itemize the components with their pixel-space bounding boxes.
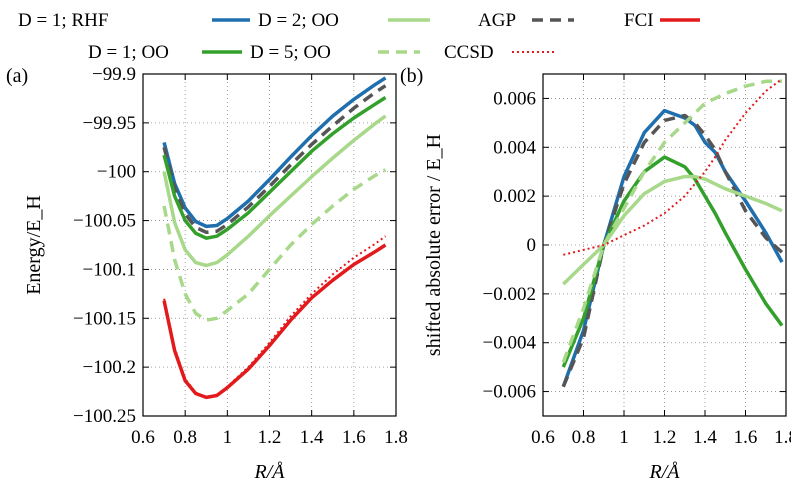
x-tick-label: 0.6: [531, 427, 555, 448]
y-tick-label: −100.05: [73, 211, 136, 232]
x-tick-label: 0.6: [131, 427, 155, 448]
y-tick-label: −0.002: [483, 284, 536, 305]
x-tick-label: 1.2: [258, 427, 282, 448]
x-tick-label: 0.8: [572, 427, 596, 448]
error-panel: 0.6 0.8 1 1.2 1.4 1.6 1.8 0.006 0.004 0.002 0 −0.00…: [423, 73, 791, 483]
y-axis-label: shifted absolute error / E_H: [423, 134, 445, 356]
x-tick-label: 1.6: [342, 427, 366, 448]
series-line: [162, 168, 387, 322]
y-axis-label: Energy/E_H: [23, 195, 45, 295]
energy-panel: 0.6 0.8 1 1.2 1.4 1.6 1.8 −99.9 −99.95 −100 −100.0…: [23, 64, 408, 483]
x-axis-label: R/Å: [254, 461, 286, 483]
y-tick-label: −99.9: [92, 64, 136, 85]
series-line: [163, 235, 387, 399]
legend-label: D = 1; OO: [88, 42, 169, 63]
legend-label: D = 2; OO: [258, 10, 339, 31]
legend: D = 1; RHF D = 2; OO AGP FCI D = 1; OO D = 5;…: [18, 10, 700, 63]
y-tick-label: −0.006: [483, 382, 536, 403]
x-tick-label: 1.8: [774, 427, 791, 448]
x-tick-label: 1: [619, 427, 629, 448]
y-tick-label: 0.004: [493, 137, 536, 158]
series-line: [561, 79, 782, 363]
y-tick-label: −100.25: [73, 406, 136, 427]
series-line: [162, 114, 387, 268]
series-line: [162, 84, 387, 235]
panel-label-b: (b): [400, 65, 423, 87]
y-tick-label: 0.002: [493, 186, 536, 207]
y-tick-label: 0.006: [493, 88, 536, 109]
legend-label: D = 5; OO: [250, 42, 331, 63]
x-tick-label: 0.8: [173, 427, 197, 448]
x-tick-label: 1.8: [384, 427, 408, 448]
y-tick-label: −99.95: [83, 113, 136, 134]
series-line: [162, 243, 387, 400]
x-tick-label: 1.2: [653, 427, 677, 448]
x-tick-label: 1: [223, 427, 233, 448]
panel-label-a: (a): [6, 65, 28, 87]
series-line: [561, 108, 784, 388]
y-tick-label: −100.1: [83, 259, 136, 280]
y-tick-label: −100.2: [83, 357, 136, 378]
series-line: [162, 76, 387, 229]
legend-label: D = 1; RHF: [18, 10, 108, 31]
x-tick-label: 1.6: [734, 427, 758, 448]
y-tick-label: 0: [527, 235, 537, 256]
x-tick-label: 1.4: [693, 427, 717, 448]
x-tick-label: 1.4: [300, 427, 324, 448]
y-tick-label: −0.004: [483, 333, 537, 354]
x-axis-label: R/Å: [649, 461, 681, 483]
legend-label: CCSD: [444, 42, 494, 63]
y-tick-label: −100.15: [73, 308, 136, 329]
legend-label: AGP: [478, 10, 516, 31]
series-line: [561, 155, 784, 368]
series-line: [162, 96, 387, 240]
legend-label: FCI: [624, 10, 654, 31]
y-tick-label: −100: [97, 162, 136, 183]
series-line: [563, 78, 783, 256]
